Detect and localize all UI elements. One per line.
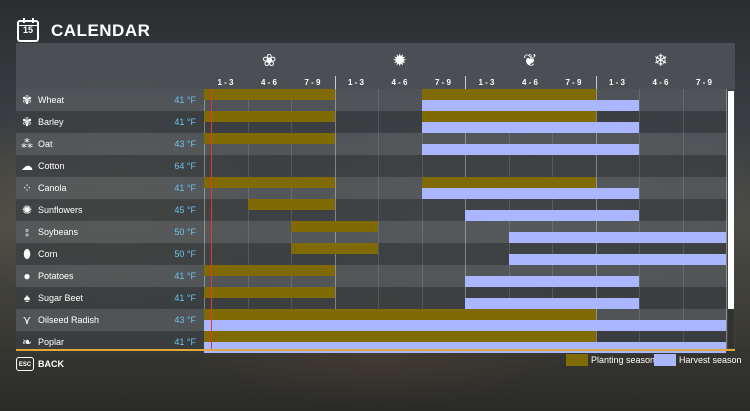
planting-season-bar xyxy=(204,287,335,298)
crop-name: Soybeans xyxy=(38,221,78,243)
harvest-season-bar xyxy=(422,144,640,155)
planting-season-bar xyxy=(291,221,378,232)
back-button[interactable]: BACK xyxy=(38,358,64,370)
month-column-label: 1 - 3 xyxy=(596,78,639,87)
crop-temperature: 64 °F xyxy=(150,155,196,177)
sunflower-icon: ✺ xyxy=(20,203,34,217)
wheat-icon: ✾ xyxy=(20,93,34,107)
crop-name: Potatoes xyxy=(38,265,74,287)
planting-season-bar xyxy=(248,199,335,210)
harvest-legend-swatch xyxy=(654,354,676,366)
harvest-season-bar xyxy=(204,320,726,331)
sun-icon: ✹ xyxy=(391,52,409,70)
crop-name: Sugar Beet xyxy=(38,287,83,309)
canola-icon: ⁘ xyxy=(20,181,34,195)
planting-season-bar xyxy=(291,243,378,254)
cotton-icon: ☁ xyxy=(20,159,34,173)
harvest-season-bar xyxy=(509,232,727,243)
harvest-season-bar xyxy=(422,122,640,133)
crop-name: Oilseed Radish xyxy=(38,309,99,331)
planting-season-bar xyxy=(204,265,335,276)
crop-name: Cotton xyxy=(38,155,65,177)
crop-name: Canola xyxy=(38,177,67,199)
month-column-label: 4 - 6 xyxy=(509,78,552,87)
oat-icon: ⁂ xyxy=(20,137,34,151)
harvest-season-bar xyxy=(204,342,726,353)
crop-temperature: 43 °F xyxy=(150,133,196,155)
scrollbar-thumb[interactable] xyxy=(728,91,734,309)
month-column-label: 1 - 3 xyxy=(204,78,247,87)
potato-icon: ● xyxy=(20,269,34,283)
month-column-label: 4 - 6 xyxy=(378,78,421,87)
flower-icon: ❀ xyxy=(260,52,278,70)
harvest-season-bar xyxy=(422,188,640,199)
crop-temperature: 43 °F xyxy=(150,309,196,331)
planting-season-bar xyxy=(422,111,596,122)
month-column-label: 7 - 9 xyxy=(291,78,334,87)
poplar-icon: ❧ xyxy=(20,335,34,349)
harvest-season-bar xyxy=(509,254,727,265)
scrollbar[interactable] xyxy=(728,91,734,348)
month-column-label: 4 - 6 xyxy=(248,78,291,87)
month-column-label: 7 - 9 xyxy=(552,78,595,87)
planting-legend-swatch xyxy=(566,354,588,366)
page-title-text: CALENDAR xyxy=(51,21,150,41)
harvest-season-bar xyxy=(465,276,639,287)
esc-key-icon[interactable]: ESC xyxy=(16,357,34,371)
leaf-icon: ❦ xyxy=(521,52,539,70)
grid-line xyxy=(639,89,640,350)
month-column-label: 4 - 6 xyxy=(639,78,682,87)
month-column-label: 1 - 3 xyxy=(465,78,508,87)
corn-icon: ⬮ xyxy=(20,247,34,261)
planting-season-bar xyxy=(204,111,335,122)
month-column-label: 7 - 9 xyxy=(683,78,726,87)
planting-season-bar xyxy=(204,331,596,342)
crop-temperature: 41 °F xyxy=(150,287,196,309)
crop-name: Sunflowers xyxy=(38,199,83,221)
planting-season-bar xyxy=(422,177,596,188)
harvest-season-bar xyxy=(465,298,639,309)
crop-temperature: 45 °F xyxy=(150,199,196,221)
harvest-legend-label: Harvest season xyxy=(679,354,742,366)
planting-season-bar xyxy=(204,133,335,144)
crop-name: Corn xyxy=(38,243,58,265)
soybean-icon: ⦂ xyxy=(20,225,34,239)
crop-temperature: 41 °F xyxy=(150,111,196,133)
calendar-icon: 15 xyxy=(17,20,39,42)
sugar-beet-icon: ♠ xyxy=(20,291,34,305)
grid-line xyxy=(726,89,727,350)
crop-name: Oat xyxy=(38,133,53,155)
crop-name: Wheat xyxy=(38,89,64,111)
planting-season-bar xyxy=(204,89,335,100)
divider xyxy=(16,349,735,351)
crop-temperature: 50 °F xyxy=(150,243,196,265)
crop-temperature: 41 °F xyxy=(150,265,196,287)
barley-icon: ✾ xyxy=(20,115,34,129)
snowflake-icon: ❄ xyxy=(652,52,670,70)
crop-temperature: 41 °F xyxy=(150,177,196,199)
planting-season-bar xyxy=(204,309,596,320)
planting-season-bar xyxy=(422,89,596,100)
crop-row[interactable] xyxy=(16,155,727,177)
crop-temperature: 50 °F xyxy=(150,221,196,243)
crop-temperature: 41 °F xyxy=(150,89,196,111)
month-column-label: 7 - 9 xyxy=(422,78,465,87)
current-date-marker xyxy=(211,89,212,350)
month-column-label: 1 - 3 xyxy=(335,78,378,87)
crop-name: Barley xyxy=(38,111,64,133)
planting-season-bar xyxy=(204,177,335,188)
page-title: 15 CALENDAR xyxy=(17,17,150,45)
harvest-season-bar xyxy=(465,210,639,221)
planting-legend-label: Planting season xyxy=(591,354,655,366)
oilseed-radish-icon: ⋎ xyxy=(20,313,34,327)
grid-line xyxy=(683,89,684,350)
harvest-season-bar xyxy=(422,100,640,111)
